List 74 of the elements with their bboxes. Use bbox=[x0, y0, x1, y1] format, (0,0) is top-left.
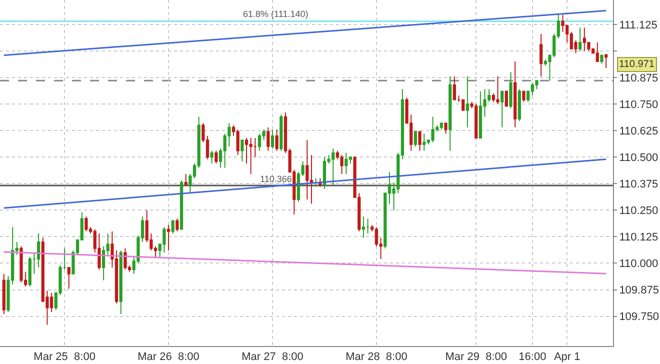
candlestick bbox=[466, 76, 469, 128]
x-tick-label: Apr 1 bbox=[554, 351, 580, 364]
candlestick bbox=[431, 116, 434, 143]
candlestick bbox=[28, 256, 32, 288]
candlestick bbox=[124, 248, 127, 270]
candlestick bbox=[448, 76, 452, 152]
x-tick-label: Mar 28 8:00 bbox=[346, 351, 408, 364]
candlestick bbox=[509, 72, 512, 109]
candlestick bbox=[522, 90, 526, 102]
candlestick bbox=[176, 218, 179, 232]
x-tick-label: Mar 29 8:00 bbox=[445, 351, 507, 364]
candlestick bbox=[240, 140, 244, 162]
candlestick bbox=[275, 128, 278, 152]
y-tick-label: 110.875 bbox=[619, 72, 658, 84]
candlestick bbox=[578, 27, 582, 52]
candlestick bbox=[266, 126, 270, 152]
candlestick bbox=[452, 76, 456, 100]
candlestick bbox=[332, 148, 335, 186]
candlestick bbox=[518, 88, 521, 122]
candlestick bbox=[249, 137, 252, 175]
candlestick bbox=[604, 54, 608, 68]
y-tick-label: 110.750 bbox=[619, 98, 658, 111]
candlestick bbox=[422, 133, 426, 152]
candlestick bbox=[500, 90, 504, 128]
y-tick-label: 110.250 bbox=[619, 205, 658, 217]
candlestick bbox=[236, 128, 240, 156]
x-tick-label: Mar 25 8:00 bbox=[34, 351, 96, 364]
candlestick bbox=[280, 114, 283, 152]
candlestick bbox=[214, 150, 218, 164]
y-tick-label: 110.125 bbox=[619, 232, 658, 244]
candlestick bbox=[540, 33, 543, 77]
candlestick bbox=[344, 152, 348, 175]
y-tick-label: 109.750 bbox=[619, 311, 659, 324]
candlestick bbox=[171, 220, 174, 234]
candlestick bbox=[270, 128, 274, 150]
y-tick-label: 110.000 bbox=[619, 258, 658, 270]
candlestick bbox=[418, 131, 422, 152]
candlestick bbox=[98, 233, 101, 270]
candlestick bbox=[306, 140, 309, 200]
candlestick bbox=[600, 54, 604, 64]
candlestick bbox=[444, 122, 448, 134]
candlestick bbox=[362, 216, 366, 238]
candlestick bbox=[20, 246, 23, 283]
text: 110.971 bbox=[619, 59, 655, 70]
y-tick-label: 109.875 bbox=[619, 284, 659, 297]
candlestick bbox=[210, 150, 214, 164]
candlestick bbox=[2, 273, 6, 315]
x-tick-label: Mar 26 8:00 bbox=[138, 351, 200, 364]
candlestick bbox=[596, 42, 599, 62]
candlestick bbox=[162, 226, 166, 254]
candlestick bbox=[258, 133, 262, 152]
candlestick bbox=[166, 224, 170, 251]
y-tick-label: 110.625 bbox=[619, 125, 658, 138]
x-tick-label: Mar 27 8:00 bbox=[242, 351, 304, 364]
candlestick bbox=[366, 218, 370, 234]
y-tick-label: 110.500 bbox=[619, 152, 658, 164]
candlestick bbox=[514, 61, 517, 128]
ref-line-label: 61.8% (111.140) bbox=[243, 9, 308, 19]
candlestick bbox=[414, 131, 418, 147]
candlestick bbox=[180, 180, 184, 230]
candlestick bbox=[462, 99, 465, 111]
candlestick bbox=[67, 266, 70, 290]
candlestick bbox=[322, 156, 326, 190]
candlestick bbox=[496, 76, 500, 105]
candlestick bbox=[440, 122, 444, 130]
y-tick-label: 110.375 bbox=[619, 178, 658, 190]
candlestick bbox=[119, 250, 122, 315]
x-tick-label: 16:00 bbox=[518, 351, 546, 364]
candlestick bbox=[340, 154, 344, 175]
candlestick bbox=[84, 216, 88, 232]
candlestick bbox=[184, 174, 188, 186]
y-tick-label: 111.125 bbox=[619, 19, 658, 32]
candlestick bbox=[504, 90, 508, 107]
ref-line-label: 110.366 bbox=[260, 174, 292, 184]
